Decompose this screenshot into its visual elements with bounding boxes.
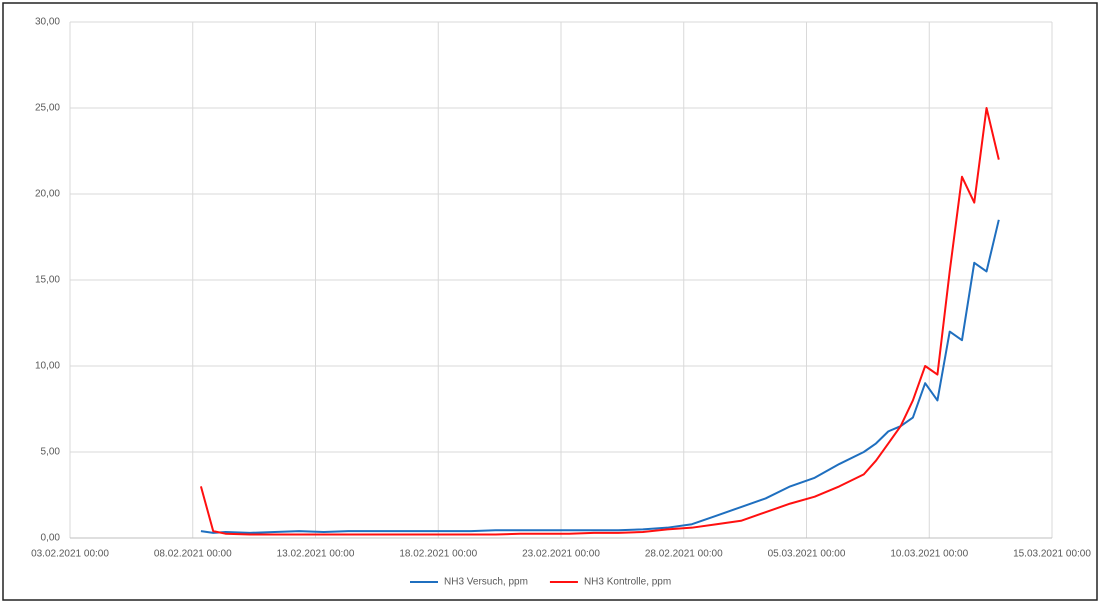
legend-label: NH3 Versuch, ppm (444, 577, 528, 588)
x-tick-label: 15.03.2021 00:00 (1013, 549, 1091, 560)
x-tick-label: 13.02.2021 00:00 (277, 549, 355, 560)
legend-label: NH3 Kontrolle, ppm (584, 577, 671, 588)
x-tick-label: 08.02.2021 00:00 (154, 549, 232, 560)
x-tick-label: 10.03.2021 00:00 (890, 549, 968, 560)
data-line (199, 107, 1000, 536)
y-tick-label: 15,00 (35, 275, 60, 286)
y-tick-label: 10,00 (35, 361, 60, 372)
x-tick-label: 23.02.2021 00:00 (522, 549, 600, 560)
x-tick-label: 03.02.2021 00:00 (31, 549, 109, 560)
x-tick-label: 18.02.2021 00:00 (399, 549, 477, 560)
y-tick-label: 5,00 (41, 447, 61, 458)
y-tick-label: 20,00 (35, 189, 60, 200)
y-tick-label: 25,00 (35, 103, 60, 114)
data-line (200, 219, 1000, 534)
x-tick-label: 28.02.2021 00:00 (645, 549, 723, 560)
y-tick-label: 30,00 (35, 17, 60, 28)
y-tick-label: 0,00 (41, 533, 61, 544)
x-tick-label: 05.03.2021 00:00 (768, 549, 846, 560)
